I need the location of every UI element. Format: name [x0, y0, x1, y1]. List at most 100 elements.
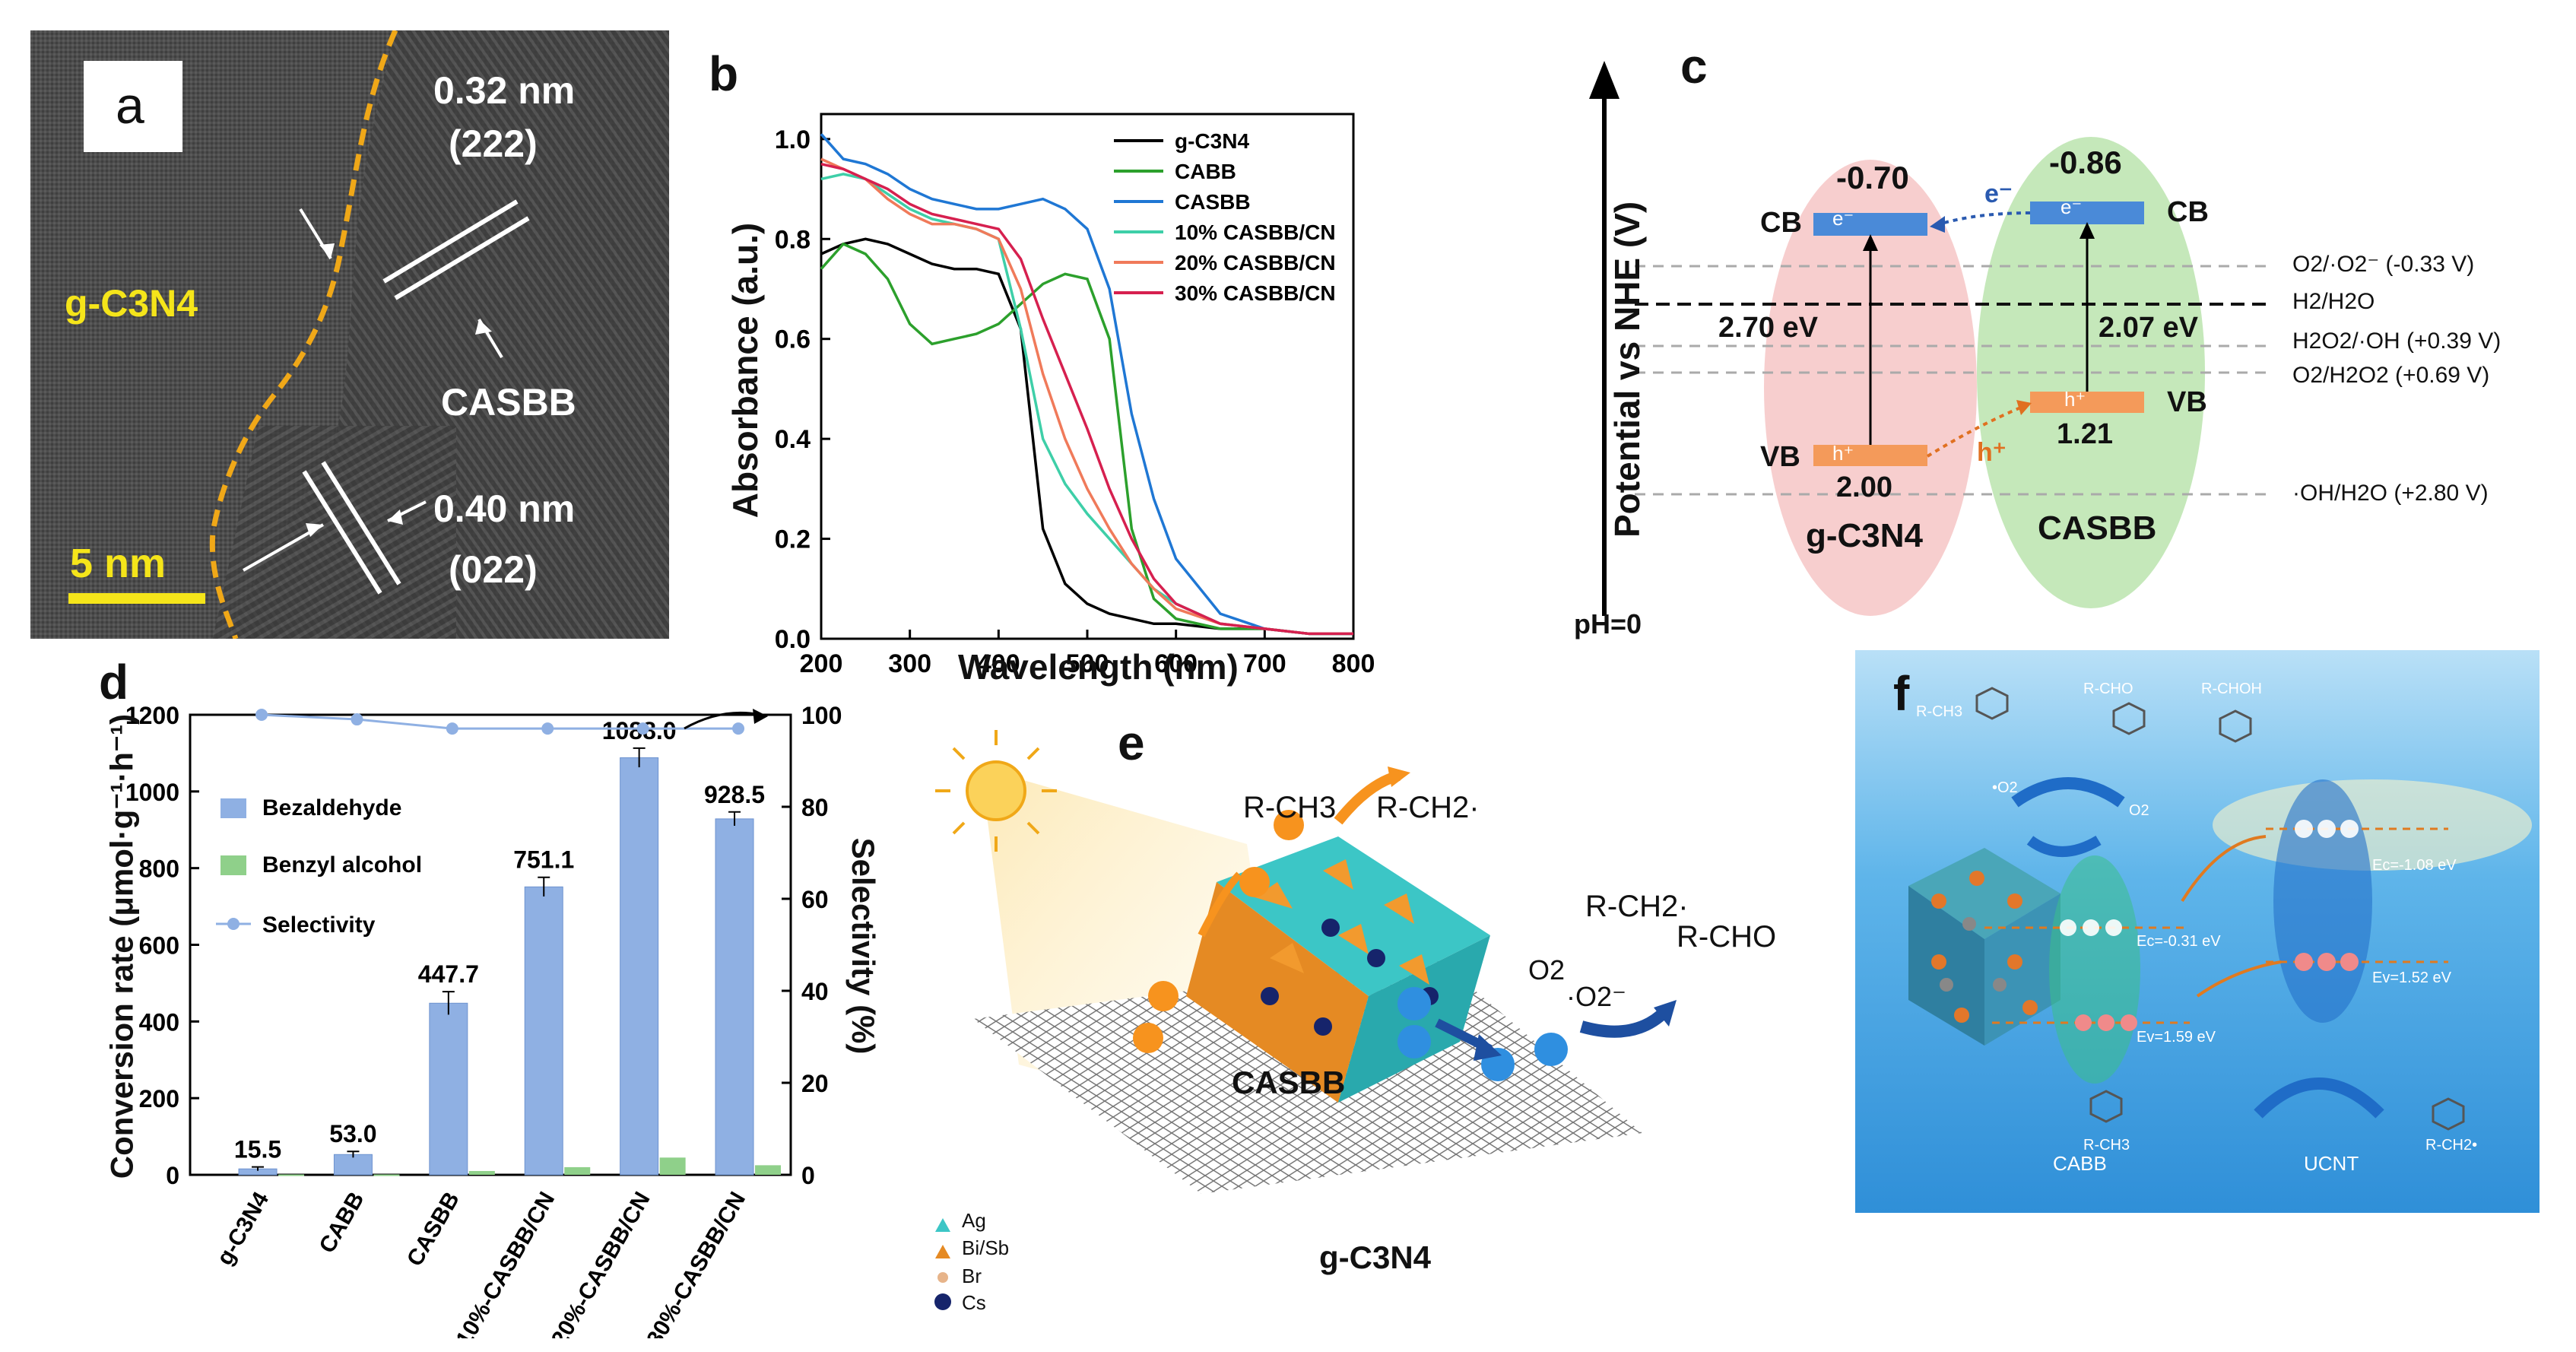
heterojunction-illustration	[1908, 687, 2532, 1131]
substrate-label: g-C3N4	[1319, 1239, 1432, 1275]
left-tick-label: 800	[139, 855, 179, 883]
x-tick-label: 700	[1243, 649, 1286, 678]
bar-bezaldehyde	[333, 1154, 373, 1176]
level-h2: H2/H2O	[2292, 289, 2375, 314]
cabb-ellipse	[2049, 855, 2140, 1084]
y-tick-label: 0.2	[775, 525, 811, 554]
panel-c: c Potential vs NHE (V) pH=0 -0.70 -0.86 …	[1513, 30, 2562, 654]
selectivity-point	[255, 709, 268, 721]
absorbance-chart: 200 300 400 500 600 700 8000.00.20.40.60.81.0 …	[775, 113, 1375, 678]
category-label: 20%-CASBB/CN	[547, 1188, 655, 1338]
transfer-hole: h⁺	[1977, 438, 2007, 467]
casbb-cb-bar	[2030, 202, 2144, 224]
casbb-holes: h⁺	[2064, 388, 2086, 411]
panel-a-tem-image: a g-C3N4 CASBB 0.32 nm (222) 0.40 nm (02…	[30, 30, 669, 639]
selectivity-point	[636, 722, 649, 735]
x-tick-label: 800	[1332, 649, 1375, 678]
y-tick-label: 0.6	[775, 325, 811, 354]
left-tick-label: 1200	[125, 702, 179, 729]
right-tick-label: 60	[801, 886, 829, 913]
molecule-1: R-CH3	[1916, 703, 1963, 720]
energy-label-4: Ev=1.59 eV	[2137, 1029, 2216, 1046]
potential-axis-label: Potential vs NHE (V)	[1607, 201, 1647, 538]
absorbance-xlabel: Wavelength (nm)	[958, 647, 1239, 687]
energy-label-3: Ev=1.52 eV	[2372, 970, 2451, 986]
plane-2: (022)	[449, 548, 538, 591]
selectivity-point	[351, 713, 363, 726]
legend-entry: CABB	[1175, 160, 1236, 183]
right-tick-label: 40	[801, 978, 829, 1005]
selectivity-point	[541, 722, 554, 735]
bar-bezaldehyde	[715, 818, 754, 1176]
casbb-vb-value: 1.21	[2057, 418, 2113, 450]
x-tick-label: 400	[977, 649, 1020, 678]
left-tick-label: 0	[166, 1162, 179, 1189]
sun-icon	[935, 730, 1057, 852]
molecule-3: R-CHOH	[2201, 681, 2262, 697]
series-line-0	[820, 237, 1353, 636]
level-o2: O2/·O2⁻ (-0.33 V)	[2292, 252, 2475, 277]
y-tick-label: 1.0	[775, 125, 811, 154]
potential-axis-arrow	[1589, 61, 1620, 99]
level-h2o2: H2O2/·OH (+0.39 V)	[2292, 328, 2501, 354]
selectivity-line	[261, 713, 739, 730]
crystal-label: CASBB	[1232, 1065, 1346, 1100]
legend-bisb: Bi/Sb	[962, 1236, 1010, 1259]
category-label: CASBB	[402, 1188, 465, 1271]
gcn-cb-label: CB	[1760, 207, 1802, 239]
legend-cs: Cs	[962, 1291, 986, 1314]
casbb-vb-bar	[2030, 392, 2144, 413]
panel-f: f CABB UCNT Ec=-1.08 eV Ec=-0.31 eV Ev=1…	[1855, 650, 2540, 1213]
mechanism-schematic	[934, 730, 1677, 1310]
bar-value-label: 447.7	[418, 960, 479, 988]
plot-frame	[820, 113, 1355, 640]
casbb-region-label: CASBB	[441, 381, 576, 424]
gcn-vb-bar	[1813, 445, 1927, 466]
x-tick-label: 600	[1154, 649, 1198, 678]
bar-value-label: 53.0	[329, 1120, 376, 1147]
panel-b: b 200 300 400 500 600 700 800 0.0 0.2 0.4 0.6 0.8 1.…	[669, 30, 1475, 700]
level-oh: ·OH/H2O (+2.80 V)	[2292, 481, 2489, 506]
conversion-bar-chart: 0 200 400 600 800 1000 1200 0 20 40 60 80 100 15.5 g-…	[125, 702, 842, 1350]
cabb-label: CABB	[2053, 1152, 2107, 1175]
right-tick-label: 20	[801, 1070, 829, 1097]
gcn-cb-bar	[1813, 213, 1927, 236]
panel-a-label-box	[84, 61, 182, 152]
legend-entry: Bezaldehyde	[262, 795, 401, 820]
gcn-region-label: g-C3N4	[65, 282, 198, 325]
o2-label: O2	[1528, 954, 1566, 985]
molecule-5: R-CH2•	[2425, 1137, 2478, 1154]
legend-markers	[934, 1218, 951, 1310]
bar-benzyl-alcohol	[755, 1165, 782, 1175]
o2-f-label: O2	[2129, 802, 2149, 819]
x-tick-label: 300	[888, 649, 931, 678]
casbb-cb-value: -0.86	[2049, 144, 2122, 180]
legend-entry: 30% CASBB/CN	[1175, 281, 1336, 305]
bar-value-label: 928.5	[704, 781, 765, 808]
left-tick-label: 1000	[125, 779, 179, 806]
tem-image-graphic	[30, 30, 669, 639]
interface-dashed-line	[209, 30, 398, 639]
casbb-cb-label: CB	[2167, 196, 2209, 228]
legend-entry: CASBB	[1175, 190, 1251, 214]
legend-entry: 10% CASBB/CN	[1175, 221, 1336, 244]
gcn-vb-label: VB	[1760, 441, 1800, 473]
panel-e: e R-CH3 R-CH2· R-CH2· R-CHO O2 ·O2⁻ CASB…	[912, 707, 1848, 1331]
molecule-2: R-CHO	[2083, 681, 2133, 697]
casbb-vb-label: VB	[2167, 386, 2207, 418]
legend-swatch	[220, 798, 246, 818]
panel-e-label: e	[1118, 716, 1145, 770]
plane-1: (222)	[449, 122, 538, 165]
gcn-holes: h⁺	[1832, 442, 1854, 465]
y-tick-label: 0.8	[775, 225, 811, 254]
ucnt-ellipse	[2273, 779, 2372, 1023]
band-diagram	[1589, 61, 2273, 616]
casbb-electrons: e⁻	[2060, 195, 2083, 218]
panel-d-label: d	[99, 655, 129, 709]
x-tick-label: 200	[800, 649, 843, 678]
radical2-label: R-CH2·	[1585, 890, 1689, 923]
bar-bezaldehyde	[524, 886, 563, 1176]
legend-ag: Ag	[962, 1209, 986, 1232]
category-label: 10%-CASBB/CN	[452, 1188, 560, 1338]
level-o2h2o2: O2/H2O2 (+0.69 V)	[2292, 363, 2490, 388]
